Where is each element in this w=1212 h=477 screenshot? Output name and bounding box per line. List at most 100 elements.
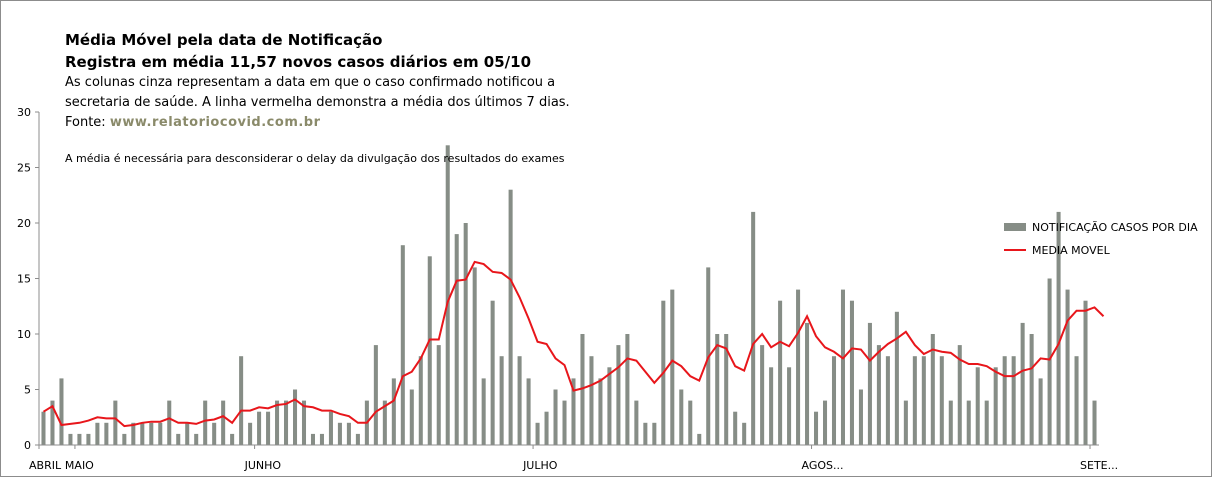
bar (993, 367, 998, 445)
bar (652, 422, 657, 445)
bar (257, 411, 262, 445)
x-tick-label: MAIO (65, 459, 94, 472)
bar (319, 433, 324, 445)
x-tick-label: JUNHO (244, 459, 282, 472)
bar (499, 356, 504, 445)
description-line-1: As colunas cinza representam a data em q… (65, 75, 556, 90)
bar (751, 211, 756, 445)
bar (517, 356, 522, 445)
bar (625, 334, 630, 445)
bar (966, 400, 971, 445)
bar (607, 367, 612, 445)
bar (1056, 211, 1061, 445)
bar (122, 433, 127, 445)
bar (733, 411, 738, 445)
bar (580, 334, 585, 445)
bar (715, 334, 720, 445)
bar (885, 356, 890, 445)
bar (508, 189, 513, 445)
bar (535, 422, 540, 445)
bar (131, 422, 136, 445)
bar (930, 334, 935, 445)
bar (167, 400, 172, 445)
bar (769, 367, 774, 445)
bar (840, 289, 845, 445)
moving-average-line (42, 260, 1105, 428)
bar (41, 411, 46, 445)
bar (203, 400, 208, 445)
chart-subtitle: Registra em média 11,57 novos casos diár… (65, 53, 532, 71)
bar (616, 345, 621, 445)
bar (149, 422, 154, 445)
bar (436, 345, 441, 445)
bar (391, 378, 396, 445)
bar (562, 400, 567, 445)
bar (248, 422, 253, 445)
bar (867, 322, 872, 445)
y-tick-label: 20 (17, 217, 31, 230)
bar (310, 433, 315, 445)
bar (670, 289, 675, 445)
bar (194, 433, 199, 445)
bar (1083, 300, 1088, 445)
bar (948, 400, 953, 445)
x-tick-label: AGOS... (802, 459, 844, 472)
bar (858, 389, 863, 445)
bar (921, 356, 926, 445)
description-line-2: secretaria de saúde. A linha vermelha de… (65, 95, 570, 110)
bar (634, 400, 639, 445)
bar (346, 422, 351, 445)
bar (831, 356, 837, 445)
bar (742, 422, 747, 445)
bar (382, 400, 387, 445)
bar (445, 145, 450, 446)
bar (903, 400, 908, 445)
bar (697, 433, 702, 445)
source-label: Fonte: (65, 115, 106, 130)
bar (68, 433, 73, 445)
bar (373, 345, 378, 445)
bar (355, 433, 360, 445)
bar (454, 234, 459, 445)
bar (823, 400, 828, 445)
bar (975, 367, 980, 445)
legend-line-label: MEDIA MOVEL (1032, 244, 1111, 257)
bar (1002, 356, 1007, 445)
bar (481, 378, 486, 445)
x-tick-label: SETE... (1080, 459, 1118, 472)
y-tick-label: 30 (17, 106, 31, 119)
bar (59, 378, 64, 445)
bar (1065, 289, 1070, 445)
bar (1092, 400, 1097, 445)
bar (86, 433, 91, 445)
bar (724, 334, 729, 445)
bar (787, 367, 792, 445)
bar (427, 256, 432, 445)
bar (1011, 356, 1016, 445)
bar-series (41, 145, 1097, 446)
bar (50, 400, 55, 445)
bar (876, 345, 881, 445)
bar (113, 400, 118, 445)
bar (418, 356, 423, 445)
legend: NOTIFICAÇÃO CASOS POR DIA MEDIA MOVEL (1004, 221, 1198, 257)
y-tick-label: 25 (17, 162, 31, 175)
bar (158, 422, 163, 445)
bar (589, 356, 594, 445)
bar (328, 411, 333, 445)
source-link[interactable]: www.relatoriocovid.com.br (109, 115, 321, 130)
bar (95, 422, 100, 445)
bar (1029, 334, 1034, 445)
x-tick-label: JULHO (522, 459, 558, 472)
bar (939, 356, 944, 445)
x-tick-label: ABRIL (29, 459, 62, 472)
y-tick-label: 10 (17, 328, 31, 341)
bar (185, 422, 190, 445)
bar (212, 422, 217, 445)
bar (176, 433, 181, 445)
source-line: Fonte: www.relatoriocovid.com.br (65, 115, 321, 130)
legend-bar-swatch (1004, 223, 1026, 231)
bar (266, 411, 271, 445)
